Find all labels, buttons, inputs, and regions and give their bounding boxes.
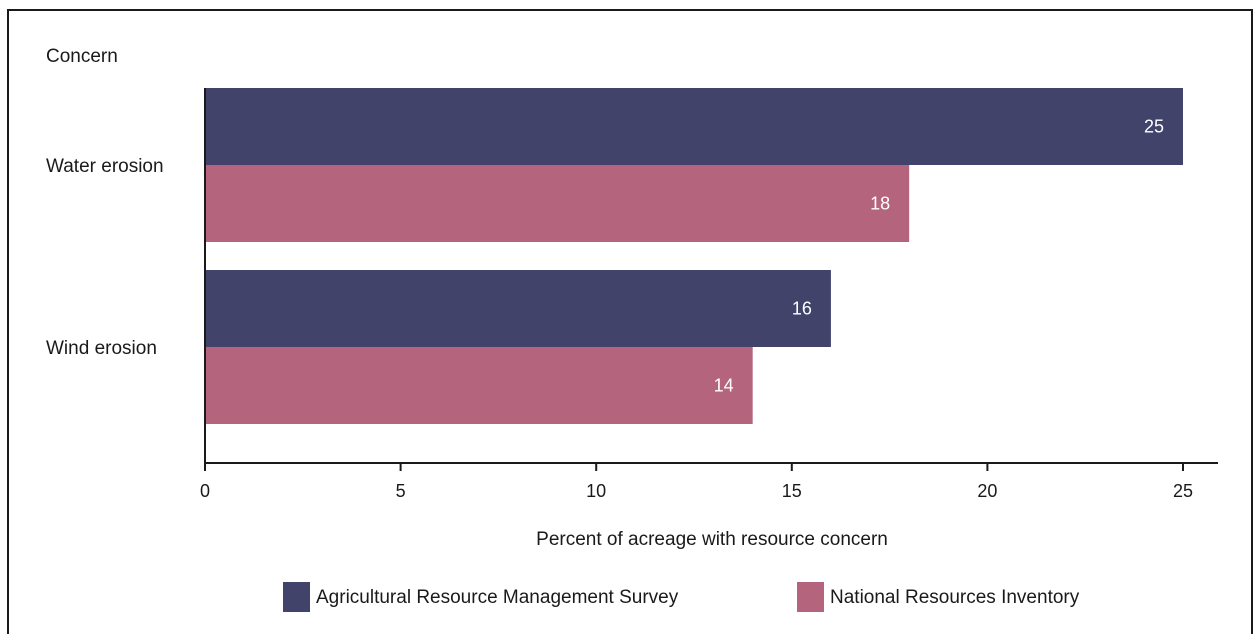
x-tick-label: 10 [586,481,606,501]
bar-value-label: 18 [870,194,890,214]
x-tick-label: 20 [977,481,997,501]
bar-nri [205,347,753,424]
bar-value-label: 25 [1144,117,1164,137]
category-label: Water erosion [46,156,164,177]
bar-arms [205,270,831,347]
bar-nri [205,165,910,242]
x-tick-label: 5 [396,481,406,501]
bar-value-label: 16 [792,299,812,319]
chart-frame [7,9,1253,634]
legend-swatch [283,582,310,612]
bar-arms [205,88,1183,165]
x-tick-label: 0 [200,481,210,501]
y-axis-title: Concern [46,46,118,67]
x-axis-title: Percent of acreage with resource concern [536,529,888,550]
x-tick-label: 15 [782,481,802,501]
legend-label: National Resources Inventory [830,587,1080,608]
category-label: Wind erosion [46,338,157,359]
legend-swatch [797,582,824,612]
bar-value-label: 14 [714,376,734,396]
legend-label: Agricultural Resource Management Survey [316,587,679,608]
x-tick-label: 25 [1173,481,1193,501]
